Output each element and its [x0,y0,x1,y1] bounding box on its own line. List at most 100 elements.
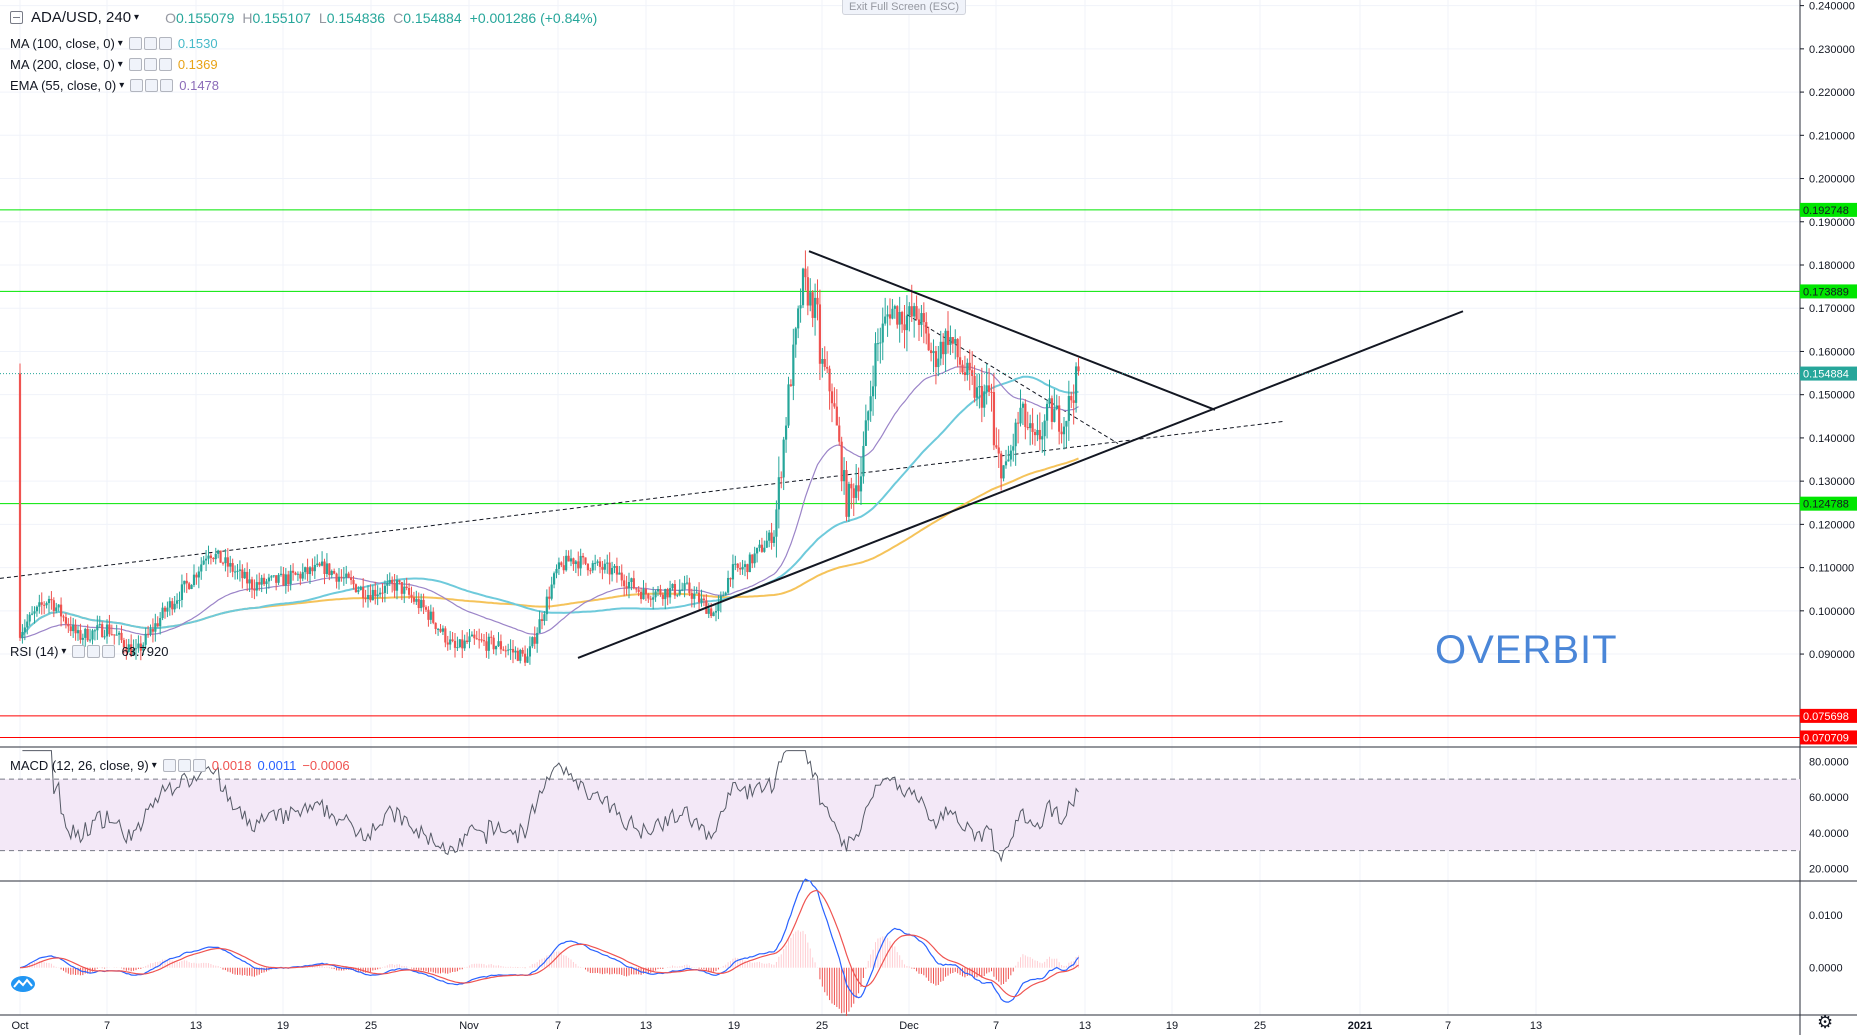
indicator-row-ema55[interactable]: EMA (55, close, 0) ▾ 0.1478 [10,78,219,93]
gear-icon[interactable]: ⚙ [1817,1012,1834,1032]
candle-body [519,649,522,661]
chevron-down-icon[interactable]: ▾ [61,646,67,657]
gear-icon[interactable] [145,79,159,92]
close-icon[interactable] [192,759,206,772]
eye-icon[interactable] [130,79,144,92]
eye-icon[interactable] [162,759,176,772]
close-icon[interactable] [158,37,172,50]
candle-body [574,561,577,565]
candle-body [857,485,860,492]
price-axis-label: 0.130000 [1809,476,1855,488]
indicator-controls[interactable] [128,58,172,71]
candle-body [255,582,258,591]
rsi-legend[interactable]: RSI (14) ▾ 63.7920 [10,644,168,659]
candle-body [1019,407,1022,424]
candle-body [166,607,169,612]
exit-fullscreen-button[interactable]: Exit Full Screen (ESC) [842,0,967,15]
gear-icon[interactable] [87,645,101,658]
candle-body [59,604,63,617]
close-icon[interactable] [160,79,174,92]
eye-icon[interactable] [128,37,142,50]
symbol-label[interactable]: ADA/USD, 240 [31,9,132,26]
candle-body [833,403,836,407]
candle-body [958,357,962,365]
candle-body [811,292,814,318]
tradingview-logo-icon[interactable] [10,975,36,998]
price-axis-label: 0.190000 [1809,217,1855,229]
candle-body [555,568,558,574]
indicator-controls[interactable] [130,79,174,92]
gear-icon[interactable] [177,759,191,772]
close-icon[interactable] [158,58,172,71]
candle-body [603,563,606,570]
indicator-row-ma100[interactable]: MA (100, close, 0) ▾ 0.1530 [10,36,218,51]
candle-body [475,638,478,640]
price-level-label: 0.192748 [1803,205,1849,217]
gear-icon[interactable] [143,37,157,50]
candle-body [787,384,790,426]
candle-body [956,339,959,358]
candle-body [248,579,251,584]
candle-body [813,297,817,318]
candle-body [96,625,99,631]
candle-body [826,366,829,369]
candle-body [381,592,384,594]
candle-body [610,567,614,575]
chevron-down-icon[interactable]: ▾ [117,38,123,49]
candle-body [270,576,273,578]
candle-body [891,308,894,319]
chevron-down-icon[interactable]: ▾ [134,12,140,23]
candle-body [925,322,928,334]
candle-body [64,617,68,624]
candle-body [219,550,222,563]
candle-body [407,588,411,595]
price-level-tag [1800,284,1857,299]
candle-body [913,306,916,317]
candle-body [1007,459,1010,462]
candle-body [830,391,834,404]
candle-body [410,594,413,598]
candle-body [647,594,650,599]
candle-body [1041,436,1044,440]
collapse-icon[interactable] [10,11,23,24]
macd-axis-label: 0.0000 [1809,963,1843,975]
candle-body [76,630,80,634]
chevron-down-icon[interactable]: ▾ [119,80,125,91]
candle-body [93,630,97,632]
macd-legend[interactable]: MACD (12, 26, close, 9) ▾ 0.0018 0.0011 −… [10,758,350,773]
candle-body [241,569,244,579]
candle-body [516,650,519,661]
indicator-controls[interactable] [128,37,172,50]
indicator-controls[interactable] [162,759,206,772]
close-icon[interactable] [102,645,116,658]
candle-body [1048,398,1051,404]
indicator-row-ma200[interactable]: MA (200, close, 0) ▾ 0.1369 [10,57,218,72]
candle-body [110,634,113,636]
eye-icon[interactable] [128,58,142,71]
candle-body [1029,423,1032,429]
candle-body [635,588,638,590]
indicator-controls[interactable] [72,645,116,658]
price-level-tag [1800,496,1857,511]
symbol-row: ADA/USD, 240 ▾ O 0.155079 H 0.155107 L 0.15… [10,9,597,26]
candle-body [1043,420,1046,437]
candle-body [1062,426,1066,435]
chevron-down-icon[interactable]: ▾ [151,760,157,771]
eye-icon[interactable] [72,645,86,658]
candle-body [731,564,735,580]
candle-body [922,313,925,323]
gear-icon[interactable] [143,58,157,71]
candle-body [1036,429,1039,436]
candle-body [511,648,515,653]
candle-body [173,603,176,610]
candle-body [427,609,430,620]
time-axis-label: 19 [1166,1020,1178,1032]
macd-name: MACD (12, 26, close, 9) [10,758,149,773]
triangle-upper-line [808,250,1216,411]
chevron-down-icon[interactable]: ▾ [117,59,123,70]
candle-body [929,350,933,354]
candle-body [821,359,824,364]
rsi-axis-label: 60.0000 [1809,792,1849,804]
candle-body [1002,465,1005,479]
